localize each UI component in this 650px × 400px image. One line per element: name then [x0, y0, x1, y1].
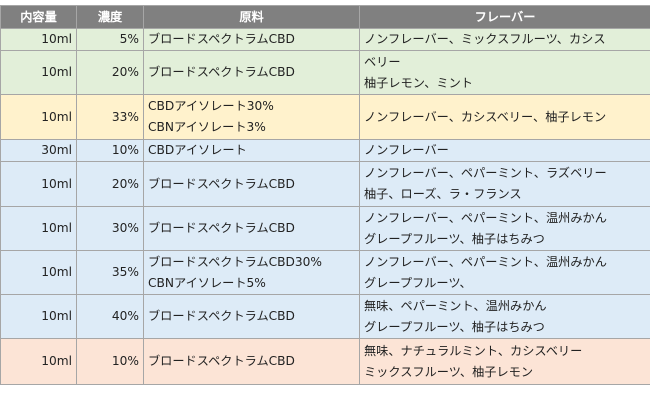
cell-concentration: 40%: [76, 294, 144, 339]
flavor-line: ノンフレーバー、ペパーミント、温州みかん: [364, 210, 607, 225]
cell-flavor: ノンフレーバー、ペパーミント、温州みかん グレープフルーツ、柚子はちみつ: [359, 206, 650, 251]
flavor-line: 無味、ペパーミント、温州みかん: [364, 298, 547, 313]
table-header: 内容量 濃度 原料 フレーバー: [0, 5, 650, 29]
cell-flavor: ノンフレーバー、ペパーミント、ラズベリー 柚子、ローズ、ラ・フランス: [359, 161, 650, 207]
cell-flavor: ノンフレーバー、カシスベリー、柚子レモン: [359, 94, 650, 140]
flavor-line: グレープフルーツ、柚子はちみつ: [364, 319, 545, 334]
cell-source: ブロードスペクトラムCBD: [143, 206, 360, 251]
table-row: 10ml 40% ブロードスペクトラムCBD 無味、ペパーミント、温州みかん グレープフ…: [0, 294, 650, 339]
table-row: 10ml 10% ブロードスペクトラムCBD 無味、ナチュラルミント、カシスベリー ミッ…: [0, 338, 650, 385]
cell-volume: 10ml: [0, 206, 77, 251]
cell-concentration: 20%: [76, 50, 144, 95]
cell-volume: 10ml: [0, 294, 77, 339]
table-row: 10ml 20% ブロードスペクトラムCBD ベリー柚子レモン、ミント: [0, 50, 650, 95]
flavor-line: 無味、ナチュラルミント、カシスベリー: [364, 343, 583, 358]
source-line: CBDアイソレート30%: [148, 99, 274, 113]
table-row: 10ml 5% ブロードスペクトラムCBD ノンフレーバー、ミックスフルーツ、カシス: [0, 28, 650, 51]
cell-source: CBDアイソレート: [143, 139, 360, 162]
cell-concentration: 35%: [76, 250, 144, 295]
source-line: CBDアイソレート: [148, 143, 247, 157]
table-row: 10ml 33% CBDアイソレート30% CBNアイソレート3% ノンフレーバー、カシ…: [0, 94, 650, 140]
table-body: 10ml 5% ブロードスペクトラムCBD ノンフレーバー、ミックスフルーツ、カシス 1…: [0, 28, 650, 385]
cell-concentration: 5%: [76, 28, 144, 51]
cell-volume: 10ml: [0, 94, 77, 140]
flavor-line: ミックスフルーツ、柚子レモン: [364, 364, 534, 379]
cell-source: ブロードスペクトラムCBD: [143, 161, 360, 207]
flavor-line: ノンフレーバー、ミックスフルーツ、カシス: [364, 32, 606, 46]
table-row: 10ml 30% ブロードスペクトラムCBD ノンフレーバー、ペパーミント、温州みかん…: [0, 206, 650, 251]
header-row: 内容量 濃度 原料 フレーバー: [0, 5, 650, 29]
cell-concentration: 30%: [76, 206, 144, 251]
cell-volume: 10ml: [0, 250, 77, 295]
cell-flavor: ノンフレーバー、ペパーミント、温州みかん グレープフルーツ、: [359, 250, 650, 295]
cell-source: ブロードスペクトラムCBD: [143, 294, 360, 339]
source-line: ブロードスペクトラムCBD30%: [148, 254, 322, 269]
source-line: ブロードスペクトラムCBD: [148, 176, 295, 191]
cell-flavor: ノンフレーバー: [359, 139, 650, 162]
table-row: 10ml 35% ブロードスペクトラムCBD30% CBNアイソレート5% ノンフレーバ…: [0, 250, 650, 295]
table-row: 30ml 10% CBDアイソレート ノンフレーバー: [0, 139, 650, 162]
cell-source: ブロードスペクトラムCBD30% CBNアイソレート5%: [143, 250, 360, 295]
flavor-line: 柚子、ローズ、ラ・フランス: [364, 187, 522, 201]
header-source: 原料: [143, 5, 360, 29]
source-line: ブロードスペクトラムCBD: [148, 309, 295, 323]
flavor-line: ノンフレーバー、ペパーミント、ラズベリー: [364, 166, 607, 180]
flavor-line: 柚子レモン、ミント: [364, 75, 473, 90]
flavor-line: ノンフレーバー、カシスベリー、柚子レモン: [364, 109, 607, 124]
header-concentration: 濃度: [76, 5, 144, 29]
header-flavor: フレーバー: [359, 5, 650, 29]
flavor-line: ベリー: [364, 54, 401, 69]
cell-concentration: 10%: [76, 139, 144, 162]
cell-concentration: 10%: [76, 338, 144, 385]
cell-source: ブロードスペクトラムCBD: [143, 338, 360, 385]
cell-concentration: 20%: [76, 161, 144, 207]
cell-volume: 10ml: [0, 28, 77, 51]
flavor-line: ノンフレーバー、ペパーミント、温州みかん: [364, 254, 607, 269]
cell-source: CBDアイソレート30% CBNアイソレート3%: [143, 94, 360, 140]
source-line: CBNアイソレート3%: [148, 120, 266, 134]
flavor-line: グレープフルーツ、: [364, 275, 472, 290]
cell-volume: 10ml: [0, 161, 77, 207]
cell-concentration: 33%: [76, 94, 144, 140]
cell-flavor: 無味、ペパーミント、温州みかん グレープフルーツ、柚子はちみつ: [359, 294, 650, 339]
cell-volume: 10ml: [0, 338, 77, 385]
cell-flavor: 無味、ナチュラルミント、カシスベリー ミックスフルーツ、柚子レモン: [359, 338, 650, 385]
header-volume: 内容量: [0, 5, 77, 29]
source-line: CBNアイソレート5%: [148, 275, 266, 290]
table-row: 10ml 20% ブロードスペクトラムCBD ノンフレーバー、ペパーミント、ラズベリー…: [0, 161, 650, 207]
cell-volume: 30ml: [0, 139, 77, 162]
cell-flavor: ベリー柚子レモン、ミント: [359, 50, 650, 95]
source-line: ブロードスペクトラムCBD: [148, 354, 295, 368]
cell-flavor: ノンフレーバー、ミックスフルーツ、カシス: [359, 28, 650, 51]
product-table: 内容量 濃度 原料 フレーバー 10ml 5% ブロードスペクトラムCBD ノンフレー…: [0, 5, 650, 385]
product-table-container: 内容量 濃度 原料 フレーバー 10ml 5% ブロードスペクトラムCBD ノンフレー…: [0, 5, 650, 385]
cell-volume: 10ml: [0, 50, 77, 95]
flavor-line: グレープフルーツ、柚子はちみつ: [364, 231, 545, 246]
source-line: ブロードスペクトラムCBD: [148, 32, 295, 46]
cell-source: ブロードスペクトラムCBD: [143, 50, 360, 95]
cell-source: ブロードスペクトラムCBD: [143, 28, 360, 51]
flavor-line: ノンフレーバー: [364, 143, 449, 157]
source-line: ブロードスペクトラムCBD: [148, 65, 295, 79]
source-line: ブロードスペクトラムCBD: [148, 221, 295, 235]
